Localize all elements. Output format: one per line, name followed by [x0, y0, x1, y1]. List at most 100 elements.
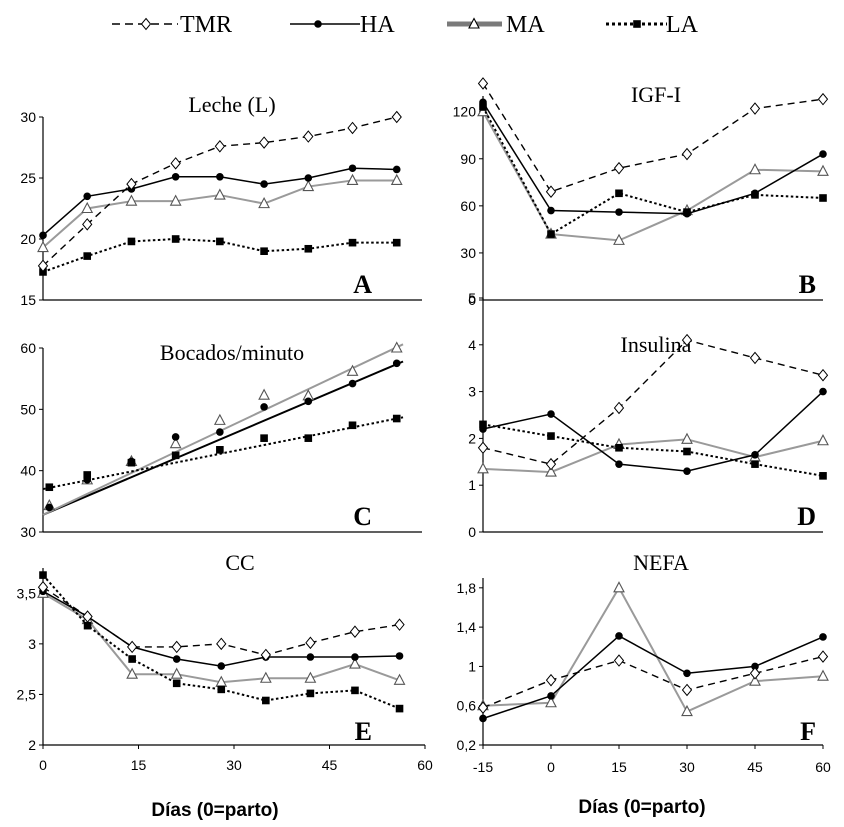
data-point-ma — [170, 667, 183, 679]
data-point-la — [615, 189, 623, 198]
series-line-ha — [482, 101, 824, 215]
data-point-la — [128, 655, 136, 663]
data-point-la — [615, 443, 623, 452]
series-ha-f — [479, 632, 827, 723]
y-tick-label-e: 2 — [28, 737, 36, 753]
legend-label-la: LA — [666, 12, 699, 38]
data-point-ha — [171, 433, 180, 441]
y-tick-label-b: 90 — [460, 151, 476, 167]
series-ma-b — [477, 105, 829, 245]
data-point-ha — [547, 410, 555, 418]
data-point-la — [547, 230, 555, 238]
panel-c: 30 40 50 60 Bocados/minuto C — [20, 340, 422, 540]
legend-marker-ha — [314, 20, 322, 28]
data-point-tmr — [82, 610, 93, 623]
panel-letter-f: F — [800, 717, 816, 746]
data-point-ha — [83, 476, 92, 484]
series-ma-c — [43, 341, 403, 511]
data-point-ha — [260, 403, 268, 411]
trendline-la — [42, 416, 404, 491]
series-ha-a — [39, 164, 401, 240]
data-point-tmr — [477, 441, 489, 455]
y-tick-label-d: 5 — [468, 290, 476, 306]
data-point-tmr — [681, 147, 693, 161]
x-tick-label-f: 15 — [611, 759, 627, 775]
data-point-tmr — [749, 666, 761, 680]
data-point-ha — [39, 231, 47, 240]
series-ma-f — [477, 581, 829, 717]
panel-title-d: Insulina — [621, 332, 692, 357]
data-point-la — [348, 238, 357, 247]
data-point-ha — [83, 192, 92, 201]
data-point-ha — [304, 397, 313, 406]
data-point-tmr — [347, 121, 358, 135]
data-point-la — [348, 421, 357, 430]
data-point-ha — [348, 379, 357, 388]
y-tick-label-d: 0 — [468, 524, 476, 540]
data-point-tmr — [817, 650, 829, 663]
y-tick-label-b: 0 — [468, 292, 476, 308]
data-point-ma — [302, 179, 315, 192]
data-point-ha — [306, 653, 315, 661]
data-point-ha — [615, 208, 623, 216]
y-tick-label-f: 0,6 — [457, 698, 477, 714]
series-line-la — [42, 574, 400, 710]
data-point-ma — [681, 704, 693, 717]
data-point-la — [547, 432, 555, 440]
data-point-tmr — [391, 110, 402, 124]
panel-title-e: CC — [225, 550, 254, 575]
data-point-ha — [615, 632, 623, 640]
data-point-tmr — [477, 77, 489, 90]
panel-letter-c: C — [353, 502, 372, 531]
y-tick-label-f: 1,8 — [457, 580, 477, 596]
legend: TMR HA MA LA — [112, 12, 699, 38]
data-point-ha — [547, 206, 555, 215]
data-point-la — [216, 237, 224, 246]
data-point-tmr — [171, 640, 182, 654]
trendline-ha — [42, 360, 404, 516]
panel-letter-b: B — [799, 270, 816, 299]
data-point-tmr — [216, 637, 227, 651]
data-point-ha — [683, 209, 691, 218]
legend-item-la: LA — [606, 12, 699, 38]
legend-label-tmr: TMR — [180, 12, 232, 38]
data-point-ha — [304, 174, 313, 182]
data-point-ha — [615, 460, 623, 468]
data-point-la — [392, 414, 401, 423]
data-point-ma — [613, 581, 625, 593]
series-ha-b — [479, 98, 827, 218]
data-point-tmr — [545, 673, 557, 687]
data-point-ma — [545, 696, 557, 708]
data-point-la — [83, 252, 92, 260]
series-line-ma — [482, 438, 824, 474]
data-point-ma — [169, 436, 182, 449]
data-point-tmr — [749, 351, 761, 365]
data-point-ha — [217, 662, 226, 670]
data-point-ma — [749, 674, 761, 686]
data-point-tmr — [749, 102, 761, 115]
data-point-ha — [127, 457, 136, 466]
data-point-ha — [683, 669, 691, 678]
series-ma-d — [477, 432, 829, 477]
series-tmr-a — [37, 110, 402, 273]
data-point-ha — [683, 467, 691, 475]
data-point-la — [304, 244, 313, 253]
x-tick-label-e: 45 — [322, 757, 338, 773]
y-tick-label-f: 1,4 — [457, 619, 477, 635]
data-point-ha — [819, 633, 827, 641]
data-point-tmr — [545, 457, 557, 471]
panel-title-f: NEFA — [633, 550, 689, 575]
panel-f: 0,2 0,6 1 1,4 1,8 -15 0 15 30 45 60 NEFA F — [457, 550, 831, 775]
y-tick-label-e: 3 — [28, 636, 36, 652]
data-point-ma — [213, 188, 226, 200]
data-point-tmr — [681, 333, 693, 347]
y-tick-label-d: 4 — [468, 337, 476, 353]
x-tick-label-f: 45 — [747, 759, 763, 775]
y-tick-label-f: 1 — [468, 658, 476, 674]
legend-marker-tmr — [140, 17, 152, 31]
data-point-tmr — [305, 636, 316, 650]
data-point-ma — [681, 432, 693, 444]
data-point-la — [683, 447, 691, 456]
